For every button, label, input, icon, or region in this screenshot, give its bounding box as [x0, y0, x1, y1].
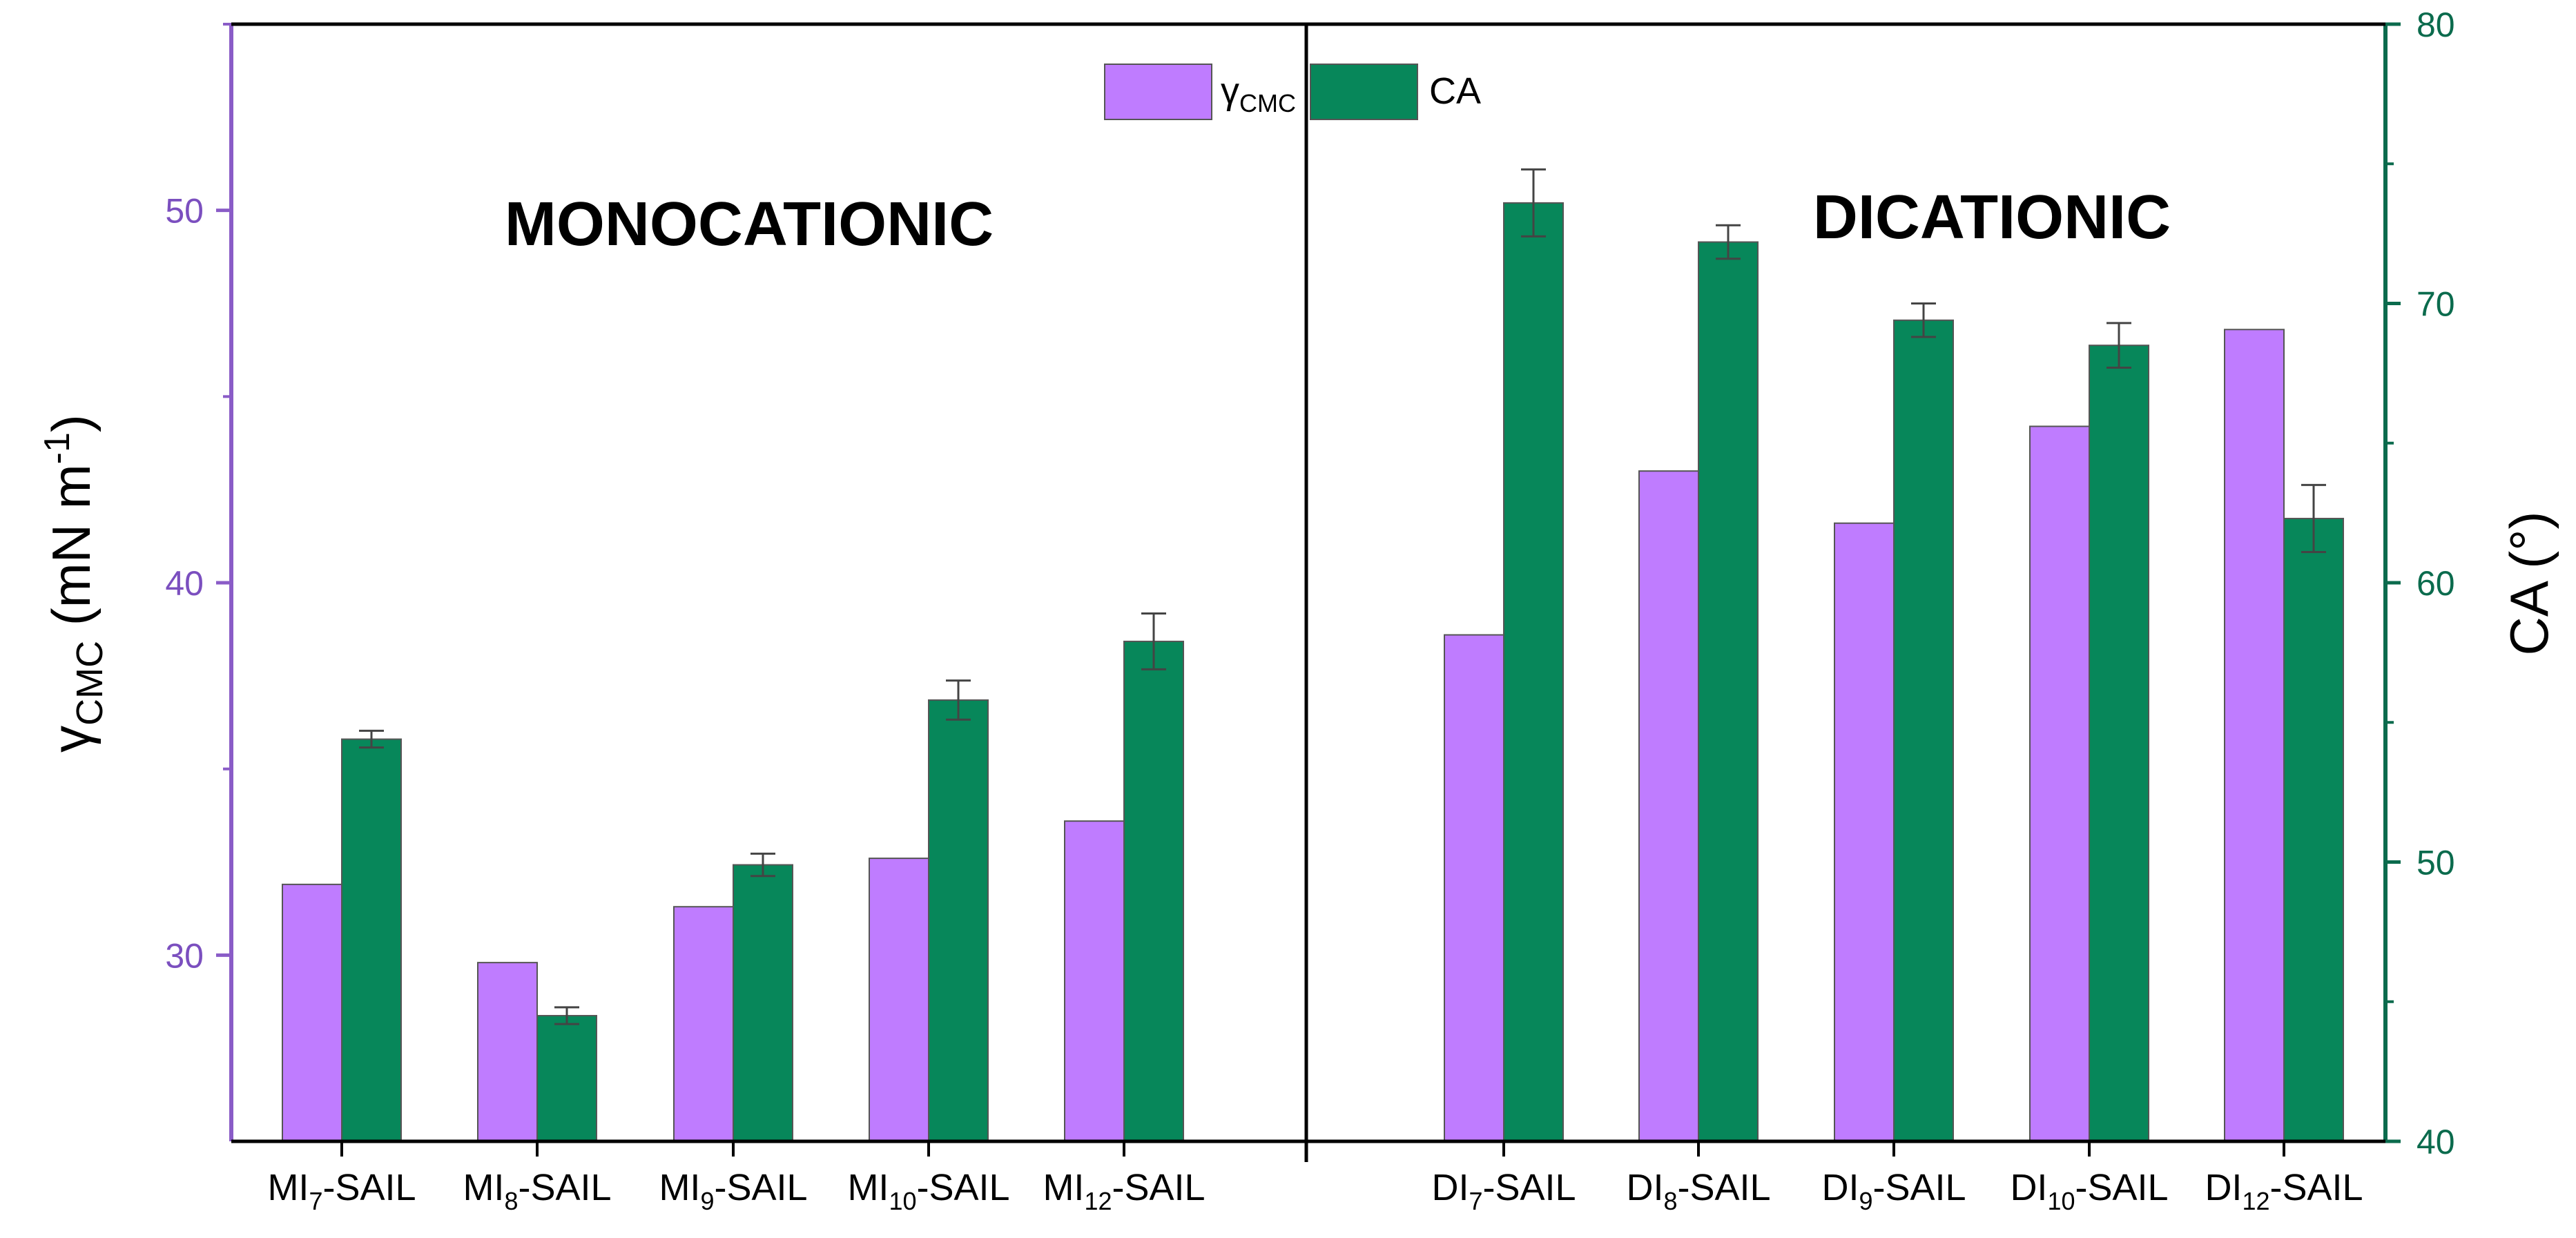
bar-ca — [928, 699, 989, 1142]
y-left-tick-label: 40 — [165, 564, 204, 603]
bar-gamma-cmc — [477, 962, 538, 1142]
y-left-tick-label: 50 — [165, 192, 204, 231]
y-left-tick-label: 30 — [165, 936, 204, 975]
legend-swatch-gamma-cmc — [1104, 64, 1212, 120]
bar-gamma-cmc — [1834, 522, 1895, 1142]
bar-gamma-cmc — [2029, 425, 2090, 1142]
legend-label-ca: CA — [1429, 70, 1481, 112]
bar-gamma-cmc — [2224, 329, 2285, 1143]
x-tick-label: MI8-SAIL — [463, 1167, 611, 1215]
x-tick-label: DI8-SAIL — [1626, 1167, 1770, 1215]
bar-ca — [1698, 241, 1759, 1142]
legend: γCMC CA — [1104, 64, 1481, 120]
x-tick-label: DI10-SAIL — [2010, 1167, 2168, 1215]
y-right-axis-title: CA (°) — [2499, 512, 2559, 656]
legend-swatch-ca — [1310, 64, 1418, 120]
bar-gamma-cmc — [282, 883, 342, 1142]
bar-ca — [341, 738, 402, 1142]
bars-layer — [282, 202, 2344, 1143]
group-label-monocationic: MONOCATIONIC — [505, 190, 994, 259]
bar-gamma-cmc — [1638, 470, 1699, 1142]
bar-ca — [536, 1014, 597, 1142]
y-right-tick-label: 50 — [2417, 844, 2455, 882]
bar-ca — [1123, 640, 1184, 1142]
x-tick-label: MI9-SAIL — [659, 1167, 807, 1215]
bar-gamma-cmc — [1444, 634, 1504, 1142]
x-tick-label: DI12-SAIL — [2205, 1167, 2363, 1215]
bar-ca — [2283, 517, 2344, 1142]
axes-layer — [216, 22, 2401, 1162]
text-layer: 30 40 50 40 50 60 70 80 MI7-SAIL MI8-SAIL MI9-SAIL… — [37, 6, 2559, 1215]
error-bars-layer — [359, 168, 2326, 1025]
bar-ca — [1503, 202, 1564, 1142]
x-tick-label: MI10-SAIL — [847, 1167, 1009, 1215]
bar-ca — [2089, 345, 2149, 1142]
y-right-tick-label: 40 — [2417, 1123, 2455, 1161]
bar-ca — [1893, 319, 1954, 1142]
y-right-tick-label: 60 — [2417, 564, 2455, 603]
x-tick-label: MI7-SAIL — [267, 1167, 416, 1215]
x-tick-label: MI12-SAIL — [1043, 1167, 1205, 1215]
x-tick-label: DI9-SAIL — [1821, 1167, 1966, 1215]
group-label-dicationic: DICATIONIC — [1813, 183, 2171, 252]
y-right-tick-label: 70 — [2417, 285, 2455, 324]
bar-gamma-cmc — [869, 858, 929, 1143]
bar-gamma-cmc — [673, 906, 734, 1142]
legend-label-gamma-cmc: γCMC — [1221, 70, 1296, 117]
y-right-tick-label: 80 — [2417, 6, 2455, 44]
bar-ca — [733, 864, 793, 1143]
y-left-axis-title: γCMC (mN m-1) — [37, 414, 110, 753]
bar-gamma-cmc — [1064, 820, 1125, 1142]
x-tick-label: DI7-SAIL — [1431, 1167, 1576, 1215]
